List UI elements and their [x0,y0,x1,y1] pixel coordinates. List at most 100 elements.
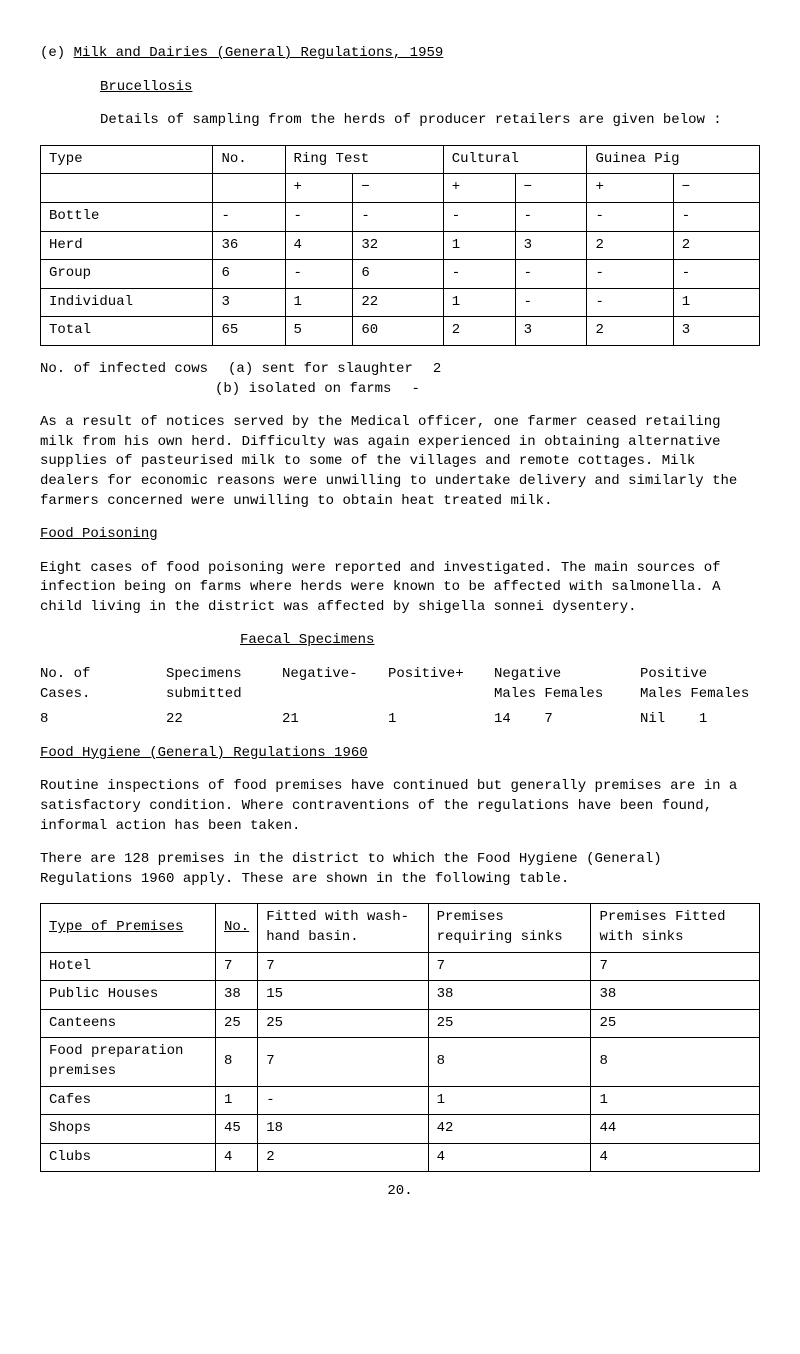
table-cell: Public Houses [41,981,216,1010]
food-hygiene-para2: There are 128 premises in the district t… [40,850,760,889]
faecal-d6: 7 [544,711,552,727]
table-row: Total655602323 [41,317,760,346]
table-cell: 8 [591,1038,760,1086]
table-cell: - [587,260,673,289]
table-cell: 32 [353,231,443,260]
premises-table: Type of Premises No. Fitted with wash-ha… [40,903,760,1172]
table-cell: Group [41,260,213,289]
table-cell: - [515,288,587,317]
sub-minus: − [673,174,759,203]
table-cell: 7 [591,952,760,981]
table-cell: 2 [443,317,515,346]
faecal-d1: 8 [40,710,140,730]
document-title: Milk and Dairies (General) Regulations, … [74,45,444,61]
sub-plus: + [443,174,515,203]
table-cell: 1 [215,1086,257,1115]
food-poisoning-para: Eight cases of food poisoning were repor… [40,559,760,618]
table-cell: 2 [673,231,759,260]
infected-a-val: 2 [433,360,441,380]
sub-plus: + [285,174,353,203]
table-cell: Cafes [41,1086,216,1115]
table-row: Food preparation premises8788 [41,1038,760,1086]
faecal-data-row: 8 22 21 1 14 7 Nil 1 [40,710,760,730]
table-cell: 38 [215,981,257,1010]
table-row: Bottle------- [41,202,760,231]
table-cell: 38 [428,981,591,1010]
table-cell: Bottle [41,202,213,231]
faecal-heading: Faecal Specimens [240,631,760,651]
table-cell: 1 [443,288,515,317]
table-cell: Individual [41,288,213,317]
table-cell: Total [41,317,213,346]
table-cell: 4 [215,1143,257,1172]
food-poisoning-heading: Food Poisoning [40,525,760,545]
table-cell: - [285,202,353,231]
table-cell: 15 [258,981,428,1010]
table-cell: 4 [591,1143,760,1172]
table-cell: 38 [591,981,760,1010]
table-row: Individual31221--1 [41,288,760,317]
table-cell: - [587,288,673,317]
table-cell: 44 [591,1115,760,1144]
document-header: (e) Milk and Dairies (General) Regulatio… [40,44,760,64]
col-ring: Ring Test [285,145,443,174]
table-cell: 65 [213,317,285,346]
infected-a: (a) sent for slaughter [228,360,413,380]
table-cell: Canteens [41,1009,216,1038]
table-row: Hotel7777 [41,952,760,981]
table-cell: 1 [673,288,759,317]
table-cell: - [587,202,673,231]
table-cell: 7 [258,952,428,981]
faecal-col-pos2-sub: Males Females [640,686,749,702]
table-cell: Food preparation premises [41,1038,216,1086]
table-cell: 22 [353,288,443,317]
table-cell: 60 [353,317,443,346]
col-fitted: Fitted with wash-hand basin. [258,904,428,952]
table-cell: 7 [428,952,591,981]
table-cell: 7 [215,952,257,981]
table-cell: Shops [41,1115,216,1144]
table-cell: 8 [428,1038,591,1086]
infected-cows-block: No. of infected cows (a) sent for slaugh… [40,360,760,399]
intro-text: Details of sampling from the herds of pr… [100,111,760,131]
col-no: No. [213,145,285,174]
col-requiring: Premises requiring sinks [428,904,591,952]
table-cell: - [673,260,759,289]
faecal-d7: Nil [640,711,665,727]
table-cell: 1 [443,231,515,260]
food-hygiene-para1: Routine inspections of food premises hav… [40,777,760,836]
table-header-row: Type No. Ring Test Cultural Guinea Pig [41,145,760,174]
table-row: Shops45184244 [41,1115,760,1144]
paragraph-1: As a result of notices served by the Med… [40,413,760,511]
table-cell: 36 [213,231,285,260]
table-cell: 25 [591,1009,760,1038]
sub-minus: − [515,174,587,203]
table-cell: 3 [515,317,587,346]
table-cell: - [515,260,587,289]
table-cell: 18 [258,1115,428,1144]
col-type-premises: Type of Premises [41,904,216,952]
sub-plus: + [587,174,673,203]
faecal-specimens-block: No. of Cases. Specimens submitted Negati… [40,665,760,730]
col-fitted-sinks: Premises Fitted with sinks [591,904,760,952]
faecal-col-pos: Positive+ [388,665,468,704]
section-letter: (e) [40,45,65,61]
table-cell: - [443,202,515,231]
table-cell: Clubs [41,1143,216,1172]
faecal-d3: 21 [282,710,362,730]
table-cell: 4 [285,231,353,260]
table-cell: 3 [673,317,759,346]
table-row: Group6-6---- [41,260,760,289]
table-row: Canteens25252525 [41,1009,760,1038]
faecal-col-specimens: Specimens submitted [166,665,256,704]
table-row: Public Houses38153838 [41,981,760,1010]
table-cell: - [515,202,587,231]
table-cell: - [353,202,443,231]
faecal-d4: 1 [388,710,468,730]
table-cell: 45 [215,1115,257,1144]
faecal-d5: 14 [494,711,511,727]
table-cell: 2 [587,231,673,260]
faecal-col-neg2-sub: Males Females [494,686,603,702]
table-cell: - [213,202,285,231]
table-cell: 1 [428,1086,591,1115]
